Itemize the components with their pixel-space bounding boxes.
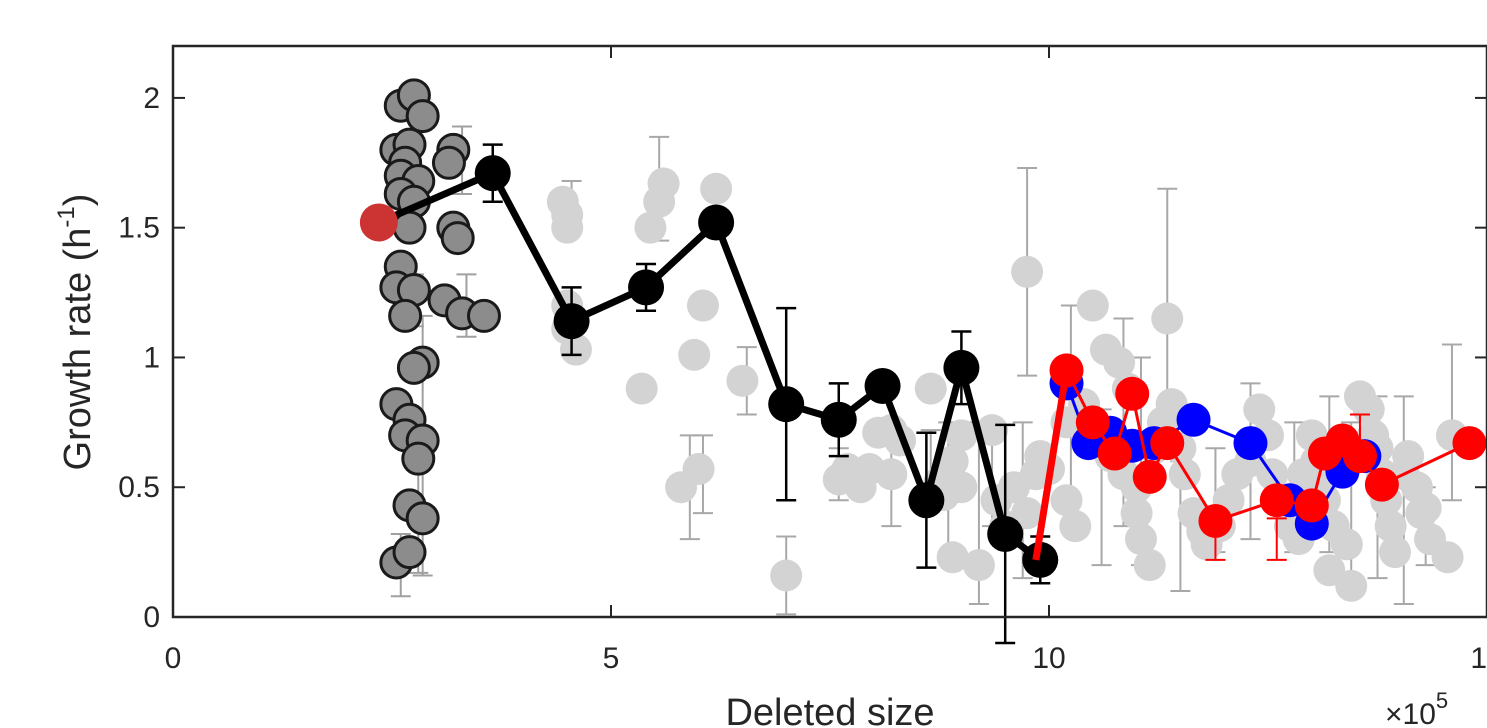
light-gray-point-30 xyxy=(945,471,978,504)
start-point-0 xyxy=(359,203,398,242)
red-point-1 xyxy=(1049,353,1084,388)
light-gray-point-10 xyxy=(625,372,658,405)
black-point-7 xyxy=(864,368,901,405)
light-gray-point-8 xyxy=(647,167,680,200)
light-gray-point-56 xyxy=(1133,549,1166,582)
black-point-11 xyxy=(1022,541,1059,578)
light-gray-point-13 xyxy=(726,364,759,397)
x-multiplier-exp: 5 xyxy=(1436,688,1448,713)
dark-gray-point-2 xyxy=(405,99,440,134)
y-tick-label-2: 1 xyxy=(143,341,160,374)
black-point-6 xyxy=(820,401,857,438)
red-point-2 xyxy=(1075,405,1110,440)
light-gray-point-46 xyxy=(1076,289,1109,322)
light-gray-point-42 xyxy=(1050,484,1083,517)
red-point-5 xyxy=(1132,459,1167,494)
red-point-13 xyxy=(1364,467,1399,502)
red-point-4 xyxy=(1115,376,1150,411)
y-axis-label-sup: -1 xyxy=(53,206,80,227)
light-gray-point-54 xyxy=(1120,497,1153,530)
light-gray-point-15 xyxy=(682,453,715,486)
x-multiplier: ×105 xyxy=(1385,688,1448,728)
light-gray-point-70 xyxy=(1243,393,1276,426)
light-gray-point-84 xyxy=(1335,569,1368,602)
dark-gray-point-28 xyxy=(401,441,436,476)
black-point-8 xyxy=(908,482,945,519)
dark-gray-point-14 xyxy=(440,221,475,256)
light-gray-point-94 xyxy=(1392,440,1425,473)
light-gray-point-91 xyxy=(1374,510,1407,543)
x-axis-label: Deleted size xyxy=(725,692,934,728)
light-gray-point-40 xyxy=(1011,255,1044,288)
blue-point-5 xyxy=(1176,402,1211,437)
light-gray-point-83 xyxy=(1330,528,1363,561)
red-point-6 xyxy=(1150,426,1185,461)
red-point-7 xyxy=(1198,503,1233,538)
light-gray-point-11 xyxy=(678,338,711,371)
light-gray-point-33 xyxy=(976,414,1009,447)
light-gray-point-28 xyxy=(936,445,969,478)
x-tick-label-3: 15 xyxy=(1470,642,1487,675)
light-gray-point-25 xyxy=(914,372,947,405)
black-point-4 xyxy=(698,204,735,241)
light-gray-point-21 xyxy=(875,458,908,491)
plot-frame xyxy=(171,44,1487,619)
light-gray-point-6 xyxy=(634,211,667,244)
y-axis-label: Growth rate (h-1) xyxy=(53,194,99,471)
y-tick-label-3: 1.5 xyxy=(118,212,160,245)
black-point-3 xyxy=(628,269,665,306)
dark-gray-point-23 xyxy=(396,350,431,385)
black-series-line xyxy=(377,169,1043,563)
axes-layer xyxy=(171,44,1487,619)
y-axis-label-close: ) xyxy=(57,194,99,207)
light-gray-point-92 xyxy=(1379,536,1412,569)
black-point-5 xyxy=(768,386,805,423)
light-gray-point-32 xyxy=(962,549,995,582)
light-gray-point-59 xyxy=(1151,302,1184,335)
dark-gray-point-18 xyxy=(388,298,423,333)
light-gray-point-55 xyxy=(1124,523,1157,556)
black-point-9 xyxy=(943,349,980,386)
light-gray-point-98 xyxy=(1431,541,1464,574)
light-gray-point-5 xyxy=(546,185,579,218)
x-tick-label-1: 5 xyxy=(603,642,620,675)
y-tick-label-1: 0.5 xyxy=(118,471,160,504)
black-point-10 xyxy=(987,515,1024,552)
dark-gray-point-12 xyxy=(431,145,466,180)
light-gray-point-43 xyxy=(1059,510,1092,543)
blue-point-6 xyxy=(1233,426,1268,461)
light-gray-point-29 xyxy=(945,419,978,452)
x-multiplier-base: ×10 xyxy=(1385,698,1436,728)
black-point-1 xyxy=(474,155,511,192)
dark-gray-point-32 xyxy=(392,535,427,570)
light-gray-point-100 xyxy=(1409,491,1442,524)
tick-layer: 0 5 10 15 0 0.5 1 1.5 2 xyxy=(118,46,1487,675)
x-tick-label-0: 0 xyxy=(165,642,182,675)
red-point-3 xyxy=(1097,436,1132,471)
dark-gray-point-30 xyxy=(405,501,440,536)
light-gray-point-48 xyxy=(1103,346,1136,379)
red-error-bar-1 xyxy=(1266,517,1287,561)
dark-gray-point-21 xyxy=(466,298,501,333)
light-gray-point-9 xyxy=(700,172,733,205)
plot-layer xyxy=(359,78,1487,645)
y-tick-label-4: 2 xyxy=(143,82,160,115)
light-gray-point-31 xyxy=(936,541,969,574)
light-gray-point-16 xyxy=(770,559,803,592)
red-point-12 xyxy=(1342,439,1377,474)
red-point-14 xyxy=(1452,426,1487,461)
red-series-line-start xyxy=(1032,369,1070,561)
y-axis-label-main: Growth rate (h xyxy=(57,228,99,471)
light-gray-error-bar-25 xyxy=(1393,395,1414,606)
y-tick-label-0: 0 xyxy=(143,601,160,634)
red-point-9 xyxy=(1294,488,1329,523)
light-gray-point-12 xyxy=(686,289,719,322)
black-point-2 xyxy=(553,303,590,340)
red-point-8 xyxy=(1259,483,1294,518)
label-layer: Deleted size Growth rate (h-1) ×105 xyxy=(53,194,1448,728)
x-tick-label-2: 10 xyxy=(1032,642,1065,675)
light-gray-point-37 xyxy=(1011,497,1044,530)
